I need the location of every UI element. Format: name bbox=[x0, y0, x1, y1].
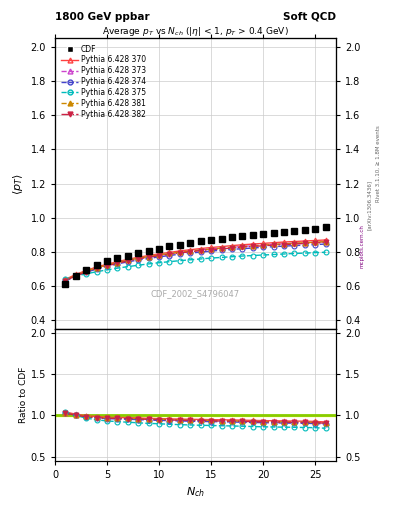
CDF bbox=[188, 240, 193, 246]
Text: Rivet 3.1.10, ≥ 1.8M events: Rivet 3.1.10, ≥ 1.8M events bbox=[376, 125, 380, 202]
CDF bbox=[261, 230, 266, 237]
Y-axis label: $\langle p_T \rangle$: $\langle p_T \rangle$ bbox=[11, 173, 25, 195]
CDF bbox=[178, 242, 182, 248]
CDF bbox=[125, 252, 130, 259]
Legend: CDF, Pythia 6.428 370, Pythia 6.428 373, Pythia 6.428 374, Pythia 6.428 375, Pyt: CDF, Pythia 6.428 370, Pythia 6.428 373,… bbox=[59, 42, 149, 121]
CDF bbox=[136, 250, 141, 256]
CDF bbox=[219, 236, 224, 242]
CDF bbox=[63, 281, 68, 287]
CDF bbox=[240, 233, 245, 239]
CDF bbox=[146, 247, 151, 253]
Bar bbox=[55, 415, 336, 416]
Text: mcplots.cern.ch: mcplots.cern.ch bbox=[359, 224, 364, 268]
Text: [arXiv:1306.3436]: [arXiv:1306.3436] bbox=[367, 180, 372, 230]
CDF bbox=[84, 267, 88, 273]
Text: Soft QCD: Soft QCD bbox=[283, 11, 336, 22]
CDF bbox=[209, 237, 213, 243]
Text: CDF_2002_S4796047: CDF_2002_S4796047 bbox=[151, 289, 240, 298]
CDF bbox=[250, 232, 255, 238]
Line: CDF: CDF bbox=[62, 224, 329, 286]
CDF bbox=[73, 273, 78, 279]
Text: 1800 GeV ppbar: 1800 GeV ppbar bbox=[55, 11, 150, 22]
CDF bbox=[167, 243, 172, 249]
Y-axis label: Ratio to CDF: Ratio to CDF bbox=[19, 367, 28, 423]
CDF bbox=[94, 262, 99, 268]
CDF bbox=[157, 245, 162, 251]
CDF bbox=[303, 227, 307, 233]
CDF bbox=[282, 228, 286, 234]
CDF bbox=[230, 234, 234, 241]
CDF bbox=[105, 258, 109, 264]
Title: Average $p_T$ vs $N_{ch}$ ($|\eta|$ < 1, $p_T$ > 0.4 GeV): Average $p_T$ vs $N_{ch}$ ($|\eta|$ < 1,… bbox=[102, 25, 289, 38]
X-axis label: $N_{ch}$: $N_{ch}$ bbox=[186, 485, 205, 499]
CDF bbox=[323, 224, 328, 230]
CDF bbox=[198, 238, 203, 244]
CDF bbox=[313, 226, 318, 232]
CDF bbox=[271, 229, 276, 236]
CDF bbox=[292, 228, 297, 234]
CDF bbox=[115, 255, 120, 262]
